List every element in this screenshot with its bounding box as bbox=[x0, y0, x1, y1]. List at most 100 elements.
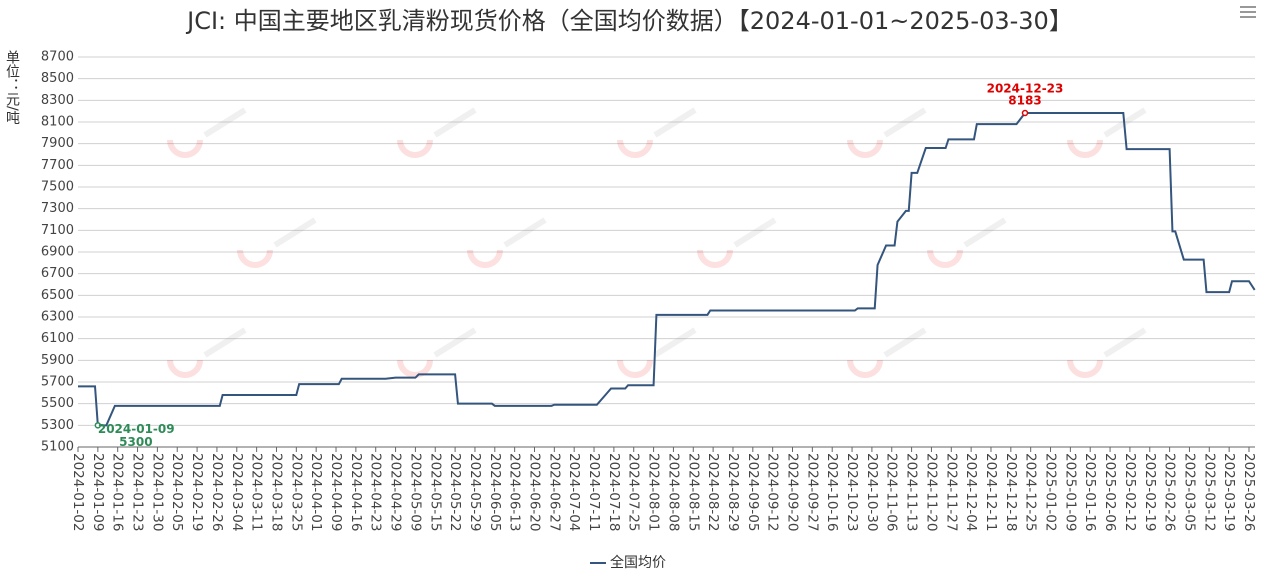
y-tick-label: 6900 bbox=[41, 245, 74, 260]
x-tick-label: 2024-04-29 bbox=[388, 453, 404, 531]
y-tick-label: 8700 bbox=[41, 50, 74, 65]
x-tick-label: 2025-02-12 bbox=[1122, 453, 1138, 531]
legend-item[interactable]: 全国均价 bbox=[590, 554, 666, 571]
x-tick-label: 2025-03-05 bbox=[1181, 453, 1197, 531]
x-tick-label: 2025-02-19 bbox=[1142, 453, 1158, 531]
x-tick-label: 2024-09-05 bbox=[745, 453, 761, 531]
menu-icon[interactable] bbox=[1240, 6, 1256, 18]
x-tick-label: 2024-06-27 bbox=[546, 453, 562, 531]
x-tick-label: 2024-12-25 bbox=[1023, 453, 1039, 531]
x-tick-label: 2025-01-02 bbox=[1043, 453, 1059, 531]
x-tick-label: 2025-03-26 bbox=[1241, 453, 1257, 531]
watermark-shape bbox=[237, 249, 273, 268]
x-tick-label: 2024-08-08 bbox=[665, 453, 681, 531]
watermark-shape bbox=[1067, 139, 1103, 158]
x-tick-label: 2025-02-26 bbox=[1162, 453, 1178, 531]
watermark bbox=[847, 107, 927, 158]
x-tick-label: 2024-05-29 bbox=[467, 453, 483, 531]
x-tick-label: 2024-01-02 bbox=[70, 453, 86, 531]
annotation-value: 5300 bbox=[119, 435, 152, 449]
x-tick-label: 2024-10-16 bbox=[824, 453, 840, 531]
x-tick-label: 2024-07-11 bbox=[586, 453, 602, 531]
watermark-shape bbox=[653, 107, 697, 138]
watermark bbox=[617, 327, 697, 378]
watermark-shape bbox=[273, 217, 317, 248]
x-tick-label: 2024-04-01 bbox=[308, 453, 324, 531]
x-tick-label: 2024-04-09 bbox=[328, 453, 344, 531]
x-tick-label: 2024-08-15 bbox=[685, 453, 701, 531]
x-tick-label: 2024-11-27 bbox=[943, 453, 959, 531]
y-tick-label: 7300 bbox=[41, 201, 74, 216]
y-tick-label: 6700 bbox=[41, 266, 74, 281]
x-tick-label: 2025-02-06 bbox=[1102, 453, 1118, 531]
x-tick-label: 2024-06-20 bbox=[526, 453, 542, 531]
x-tick-label: 2024-05-15 bbox=[427, 453, 443, 531]
watermark-shape bbox=[653, 327, 697, 358]
x-tick-label: 2024-08-22 bbox=[705, 453, 721, 531]
x-tick-label: 2024-08-29 bbox=[725, 453, 741, 531]
watermark-shape bbox=[963, 217, 1007, 248]
watermark bbox=[397, 107, 477, 158]
x-tick-label: 2024-07-25 bbox=[626, 453, 642, 531]
x-tick-label: 2025-03-12 bbox=[1201, 453, 1217, 531]
y-axis-label: 单位：元/吨 bbox=[4, 50, 20, 125]
x-tick-label: 2024-09-27 bbox=[804, 453, 820, 531]
x-tick-label: 2024-02-19 bbox=[189, 453, 205, 531]
watermark-shape bbox=[1103, 327, 1147, 358]
x-tick-label: 2025-01-09 bbox=[1062, 453, 1078, 531]
y-tick-label: 7500 bbox=[41, 180, 74, 195]
annotation-marker bbox=[94, 422, 102, 429]
watermark-shape bbox=[397, 139, 433, 158]
x-tick-label: 2024-12-11 bbox=[983, 453, 999, 531]
watermark-shape bbox=[847, 139, 883, 158]
line-series bbox=[78, 112, 1256, 427]
x-tick-label: 2024-07-18 bbox=[606, 453, 622, 531]
x-tick-label: 2024-12-04 bbox=[963, 453, 979, 531]
y-tick-label: 8100 bbox=[41, 115, 74, 130]
annotation-marker bbox=[1021, 109, 1029, 117]
watermark bbox=[847, 327, 927, 378]
watermark bbox=[167, 107, 247, 158]
watermark bbox=[927, 217, 1007, 268]
x-tick-label: 2024-04-16 bbox=[348, 453, 364, 531]
watermark-shape bbox=[397, 359, 433, 378]
y-tick-label: 5900 bbox=[41, 353, 74, 368]
annotation-date: 2024-01-09 bbox=[98, 422, 175, 436]
x-tick-label: 2024-12-18 bbox=[1003, 453, 1019, 531]
annotation-value: 8183 bbox=[1008, 94, 1041, 108]
y-tick-label: 7900 bbox=[41, 136, 74, 151]
watermark-shape bbox=[203, 107, 247, 138]
watermark-shape bbox=[847, 359, 883, 378]
y-tick-label: 6500 bbox=[41, 288, 74, 303]
x-tick-label: 2024-06-13 bbox=[507, 453, 523, 531]
x-tick-label: 2025-01-16 bbox=[1082, 453, 1098, 531]
x-tick-label: 2024-11-06 bbox=[884, 453, 900, 531]
x-tick-label: 2024-09-20 bbox=[785, 453, 801, 531]
x-tick-label: 2024-01-23 bbox=[130, 453, 146, 531]
watermark bbox=[467, 217, 547, 268]
x-tick-label: 2024-04-23 bbox=[368, 453, 384, 531]
legend-label: 全国均价 bbox=[610, 554, 666, 571]
y-tick-label: 8500 bbox=[41, 71, 74, 86]
x-tick-label: 2024-06-05 bbox=[487, 453, 503, 531]
x-tick-label: 2024-01-30 bbox=[149, 453, 165, 531]
watermark bbox=[1067, 327, 1147, 378]
watermark-shape bbox=[433, 327, 477, 358]
watermark-shape bbox=[883, 327, 927, 358]
x-tick-label: 2024-05-09 bbox=[407, 453, 423, 531]
y-tick-label: 7700 bbox=[41, 158, 74, 173]
x-tick-label: 2024-03-04 bbox=[229, 453, 245, 531]
x-tick-label: 2024-03-25 bbox=[288, 453, 304, 531]
x-tick-label: 2024-08-01 bbox=[646, 453, 662, 531]
watermark-shape bbox=[167, 139, 203, 158]
y-tick-label: 5300 bbox=[41, 418, 74, 433]
y-tick-label: 8300 bbox=[41, 93, 74, 108]
x-tick-label: 2024-10-23 bbox=[844, 453, 860, 531]
x-tick-label: 2024-03-18 bbox=[268, 453, 284, 531]
x-tick-label: 2024-05-22 bbox=[447, 453, 463, 531]
annotation-date: 2024-12-23 bbox=[987, 82, 1064, 96]
x-tick-label: 2024-03-11 bbox=[249, 453, 265, 531]
watermark-shape bbox=[203, 327, 247, 358]
x-tick-label: 2024-01-16 bbox=[110, 453, 126, 531]
